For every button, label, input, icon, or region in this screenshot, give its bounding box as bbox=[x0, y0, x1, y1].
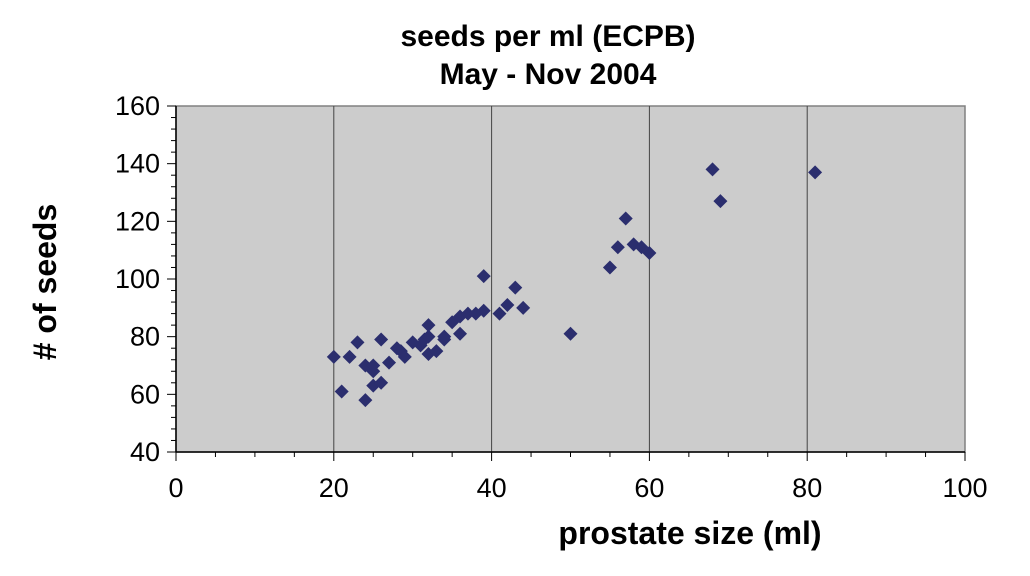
data-point-9 bbox=[374, 375, 389, 390]
data-point-33 bbox=[508, 280, 523, 295]
chart-subtitle: May - Nov 2004 bbox=[440, 58, 657, 91]
y-tick-label-3: 100 bbox=[115, 264, 160, 294]
y-axis-label: # of seeds bbox=[27, 204, 63, 361]
x-tick-label-5: 100 bbox=[942, 473, 987, 503]
x-tick-label-2: 40 bbox=[477, 473, 507, 503]
data-point-31 bbox=[492, 306, 507, 321]
data-point-43 bbox=[713, 194, 728, 209]
grid-lines bbox=[333, 106, 808, 452]
axes bbox=[167, 105, 966, 461]
tick-labels: 0 20 40 60 80 100 40 60 80 100 120 140 160 bbox=[115, 91, 988, 503]
data-point-37 bbox=[610, 240, 625, 255]
y-tick-label-6: 160 bbox=[115, 91, 160, 121]
data-point-10 bbox=[374, 332, 389, 347]
y-tick-label-4: 120 bbox=[115, 206, 160, 236]
data-point-30 bbox=[476, 269, 491, 284]
y-tick-label-0: 40 bbox=[130, 437, 160, 467]
data-point-34 bbox=[516, 300, 531, 315]
data-point-44 bbox=[808, 165, 823, 180]
y-tick-label-1: 60 bbox=[130, 379, 160, 409]
y-tick-label-5: 140 bbox=[115, 149, 160, 179]
data-point-0 bbox=[326, 349, 341, 364]
data-point-32 bbox=[500, 297, 515, 312]
data-point-35 bbox=[563, 326, 578, 341]
data-point-11 bbox=[382, 355, 397, 370]
x-axis-label: prostate size (ml) bbox=[558, 515, 821, 551]
plot-area bbox=[175, 105, 966, 453]
data-point-2 bbox=[342, 349, 357, 364]
x-tick-label-4: 80 bbox=[792, 473, 822, 503]
data-point-8 bbox=[366, 358, 381, 373]
data-point-38 bbox=[618, 211, 633, 226]
data-point-20 bbox=[421, 318, 436, 333]
data-point-14 bbox=[397, 349, 412, 364]
data-point-19 bbox=[421, 329, 436, 344]
data-point-42 bbox=[705, 162, 720, 177]
data-point-23 bbox=[437, 329, 452, 344]
data-point-29 bbox=[476, 303, 491, 318]
data-point-4 bbox=[358, 393, 373, 408]
data-point-1 bbox=[334, 384, 349, 399]
data-point-3 bbox=[350, 335, 365, 350]
x-tick-label-3: 60 bbox=[634, 473, 664, 503]
data-point-21 bbox=[429, 344, 444, 359]
data-points bbox=[326, 162, 823, 408]
x-tick-label-0: 0 bbox=[168, 473, 183, 503]
chart-title: seeds per ml (ECPB) bbox=[400, 20, 695, 53]
data-point-27 bbox=[460, 306, 475, 321]
data-point-36 bbox=[602, 260, 617, 275]
data-point-41 bbox=[642, 246, 657, 261]
y-tick-label-2: 80 bbox=[130, 322, 160, 352]
data-point-25 bbox=[453, 326, 468, 341]
x-tick-label-1: 20 bbox=[319, 473, 349, 503]
